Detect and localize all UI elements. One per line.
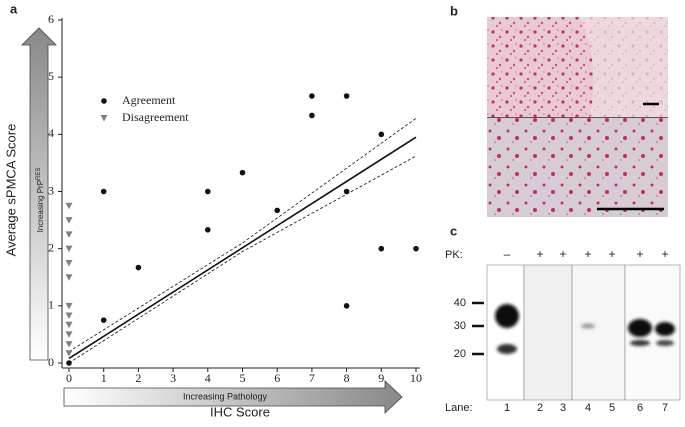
point <box>309 112 315 119</box>
lane-number: 6 <box>637 402 643 414</box>
blot-labels: – + + + + + +1 2 3 4 5 6 7 40 30 20 <box>454 247 669 414</box>
point <box>100 317 107 323</box>
mw-marker: 20 <box>454 348 466 360</box>
y-arrow-label: Increasing PrPRES <box>36 168 46 233</box>
lane-number: 7 <box>662 402 668 414</box>
lane-number: 5 <box>609 402 615 414</box>
point <box>239 169 246 176</box>
point <box>343 93 350 99</box>
point <box>65 331 73 338</box>
x-arrow <box>63 380 403 414</box>
x-tick-label: 0 <box>66 371 72 385</box>
lane-number: 4 <box>585 402 591 414</box>
x-tick-label: 8 <box>344 371 350 385</box>
pk-sign: + <box>584 247 591 261</box>
lane-number: 1 <box>504 402 510 414</box>
point <box>309 93 315 99</box>
lane-number: 2 <box>537 402 543 414</box>
point <box>65 341 73 348</box>
x-tick-label: 4 <box>205 371 211 385</box>
point <box>65 302 73 310</box>
x-axis-label: IHC Score <box>210 404 270 419</box>
y-tick-label: 2 <box>48 240 54 254</box>
micrograph-bottom <box>487 118 668 217</box>
legend <box>88 88 216 130</box>
panel-label: c <box>450 223 457 238</box>
point <box>65 274 73 281</box>
blot-lane-panel <box>523 264 573 401</box>
point <box>65 202 73 210</box>
y-arrow <box>21 27 57 361</box>
legend-label: Disagreement <box>122 110 189 124</box>
panel-label: b <box>450 3 458 18</box>
point <box>274 207 281 214</box>
point <box>205 227 211 233</box>
point <box>343 303 350 309</box>
y-tick-label: 1 <box>48 298 54 312</box>
mw-marker: 30 <box>454 320 466 332</box>
regression-line <box>68 155 417 364</box>
point <box>100 188 107 195</box>
y-tick-label: 4 <box>48 126 54 140</box>
blot-lane-panel <box>571 264 626 401</box>
y-tick-label: 0 <box>48 355 54 369</box>
pk-sign: + <box>536 247 543 261</box>
legend-label: Agreement <box>122 93 176 107</box>
y-tick-label: 3 <box>48 183 54 197</box>
point <box>65 259 73 267</box>
y-tick-label: 6 <box>48 12 54 26</box>
regression-line <box>68 136 417 360</box>
point <box>413 245 419 252</box>
pk-sign: + <box>661 247 668 261</box>
x-arrow-label: Increasing Pathology <box>183 391 268 401</box>
x-tick-label: 3 <box>170 371 176 385</box>
pk-sign: – <box>504 247 511 261</box>
point <box>65 312 73 320</box>
x-tick-label: 7 <box>309 371 315 385</box>
y-axis-label: Average sPMCA Score <box>3 124 18 257</box>
pk-sign: + <box>559 247 566 261</box>
point <box>135 264 142 271</box>
y-tick-label: 5 <box>48 69 54 83</box>
blot-lane-panel <box>486 264 525 401</box>
x-tick-label: 1 <box>101 371 107 385</box>
x-tick-label: 5 <box>240 371 246 385</box>
regression-line <box>68 118 417 352</box>
mw-marker: 40 <box>454 297 466 309</box>
point <box>65 321 73 329</box>
lane-number: 3 <box>560 402 566 414</box>
panel-label: a <box>10 1 18 16</box>
pk-sign: + <box>636 247 643 261</box>
lane-label: Lane: <box>445 402 473 414</box>
x-tick-label: 6 <box>274 371 280 385</box>
point <box>65 350 73 357</box>
blot-bands <box>495 304 675 354</box>
point <box>343 188 350 195</box>
point <box>378 131 385 138</box>
pk-sign: + <box>608 247 615 261</box>
plot: 0 1 2 3 4 5 6 7 8 9 10 0 1 2 3 4 5 6 Agreement Disagreement <box>48 12 422 385</box>
x-tick-label: 9 <box>378 371 384 385</box>
legend-marker <box>100 115 108 122</box>
point <box>65 245 73 253</box>
tissue-region <box>580 17 668 117</box>
point <box>65 217 73 224</box>
pk-label: PK: <box>445 249 463 261</box>
point <box>66 360 72 366</box>
legend-marker <box>101 98 107 104</box>
x-tick-label: 2 <box>135 371 141 385</box>
point <box>378 245 385 252</box>
x-tick-label: 10 <box>410 371 422 385</box>
point <box>65 231 73 238</box>
point <box>205 188 211 195</box>
